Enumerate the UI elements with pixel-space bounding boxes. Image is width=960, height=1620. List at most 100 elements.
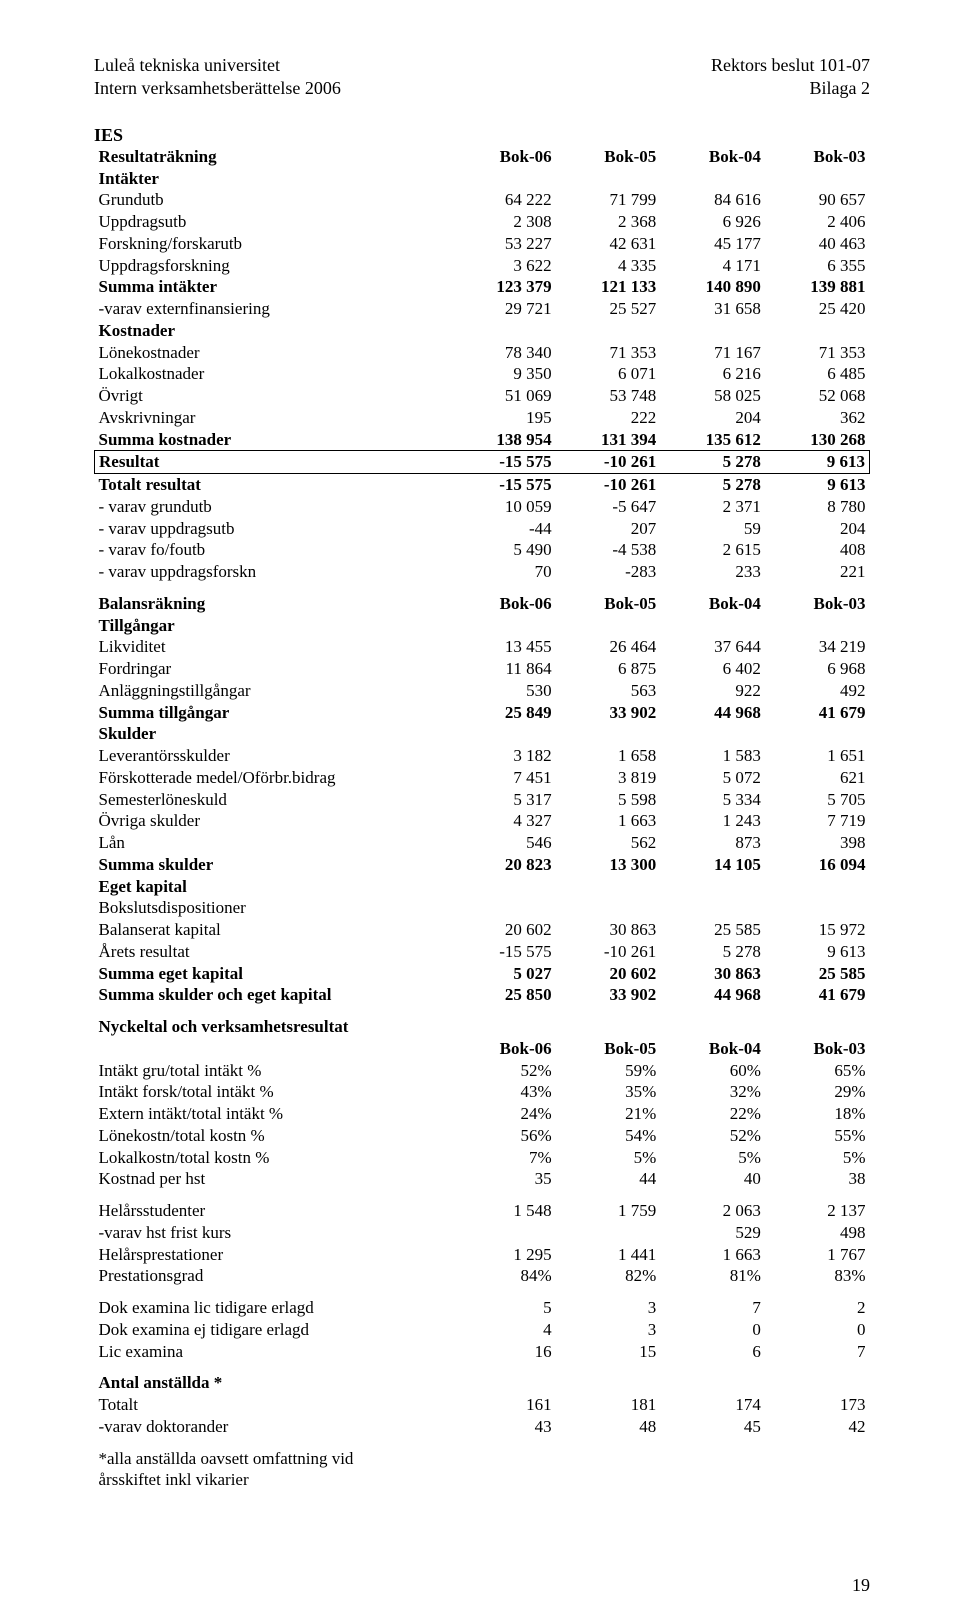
cell: 43% xyxy=(451,1081,556,1103)
cell: 2 137 xyxy=(765,1200,870,1222)
spacer xyxy=(95,1362,870,1372)
footnote-row: *alla anställda oavsett omfattning vid xyxy=(95,1448,870,1470)
table-row: Balanserat kapital20 60230 86325 58515 9… xyxy=(95,919,870,941)
cell: 9 613 xyxy=(765,474,870,496)
cell: 3 819 xyxy=(556,767,661,789)
cell: 204 xyxy=(660,407,765,429)
cell: 0 xyxy=(660,1319,765,1341)
page: Luleå tekniska universitet Rektors beslu… xyxy=(0,0,960,1620)
cell: 138 954 xyxy=(451,429,556,451)
cell: 9 613 xyxy=(765,451,870,474)
resultat-row: Resultat-15 575-10 2615 2789 613 xyxy=(95,451,870,474)
cell: 0 xyxy=(765,1319,870,1341)
cell: 529 xyxy=(660,1222,765,1244)
cell: 41 679 xyxy=(765,984,870,1006)
cell: 13 455 xyxy=(451,636,556,658)
cell: 5 490 xyxy=(451,539,556,561)
cell: 25 849 xyxy=(451,702,556,724)
cell: 140 890 xyxy=(660,276,765,298)
cell: 204 xyxy=(765,518,870,540)
row-label: - varav uppdragsforskn xyxy=(95,561,452,583)
header-left-2: Intern verksamhetsberättelse 2006 xyxy=(94,77,341,100)
cell: 52% xyxy=(451,1060,556,1082)
intakter-title: Intäkter xyxy=(95,168,452,190)
table-row: Fordringar11 8646 8756 4026 968 xyxy=(95,658,870,680)
cell: 83% xyxy=(765,1265,870,1287)
row-label: Eget kapital xyxy=(95,876,452,898)
summa-intakter: Summa intäkter123 379121 133140 890139 8… xyxy=(95,276,870,298)
cell: 131 394 xyxy=(556,429,661,451)
cell: 1 767 xyxy=(765,1244,870,1266)
cell: 5 xyxy=(451,1297,556,1319)
cell: 3 xyxy=(556,1297,661,1319)
row-label: Avskrivningar xyxy=(95,407,452,429)
cell: 84% xyxy=(451,1265,556,1287)
cell: 398 xyxy=(765,832,870,854)
cell: 5% xyxy=(660,1147,765,1169)
cell: 408 xyxy=(765,539,870,561)
cell: 40 463 xyxy=(765,233,870,255)
kostnader-header: Kostnader xyxy=(95,320,870,342)
cell: 37 644 xyxy=(660,636,765,658)
col-3: Bok-03 xyxy=(765,146,870,168)
row-label: Summa skulder xyxy=(95,854,452,876)
cell: 530 xyxy=(451,680,556,702)
table-row: Prestationsgrad84%82%81%83% xyxy=(95,1265,870,1287)
cell: 2 308 xyxy=(451,211,556,233)
table-row: Kostnad per hst35444038 xyxy=(95,1168,870,1190)
table-row: - varav fo/foutb5 490-4 5382 615408 xyxy=(95,539,870,561)
cell: 9 613 xyxy=(765,941,870,963)
cell: 4 xyxy=(451,1319,556,1341)
row-label: Övrigt xyxy=(95,385,452,407)
col-3: Bok-03 xyxy=(765,593,870,615)
cell: 51 069 xyxy=(451,385,556,407)
cell: 31 658 xyxy=(660,298,765,320)
cell: 492 xyxy=(765,680,870,702)
row-label: Summa skulder och eget kapital xyxy=(95,984,452,1006)
cell: 29% xyxy=(765,1081,870,1103)
row-label: Leverantörsskulder xyxy=(95,745,452,767)
cell: 60% xyxy=(660,1060,765,1082)
cell: 70 xyxy=(451,561,556,583)
row-label: Prestationsgrad xyxy=(95,1265,452,1287)
cell: 25 420 xyxy=(765,298,870,320)
anstallda-header: Antal anställda * xyxy=(95,1372,870,1394)
cell: 7 xyxy=(660,1297,765,1319)
page-header: Luleå tekniska universitet Rektors beslu… xyxy=(94,54,870,77)
row-label: Lic examina xyxy=(95,1341,452,1363)
cell: 20 602 xyxy=(451,919,556,941)
cell: 362 xyxy=(765,407,870,429)
row-label: Forskning/forskarutb xyxy=(95,233,452,255)
intakter-header: Intäkter xyxy=(95,168,870,190)
table-row: Lönekostnader78 34071 35371 16771 353 xyxy=(95,342,870,364)
cell: 5 598 xyxy=(556,789,661,811)
cell: -283 xyxy=(556,561,661,583)
footnote-1: *alla anställda oavsett omfattning vid xyxy=(95,1448,452,1470)
cell: -15 575 xyxy=(451,451,556,474)
cell: 5% xyxy=(765,1147,870,1169)
footnote-row: årsskiftet inkl vikarier xyxy=(95,1469,870,1491)
eget-header: Eget kapital xyxy=(95,876,870,898)
cell: 3 xyxy=(556,1319,661,1341)
row-label: Lån xyxy=(95,832,452,854)
cell: 1 243 xyxy=(660,810,765,832)
cell: 5 027 xyxy=(451,963,556,985)
cell: 90 657 xyxy=(765,189,870,211)
cell: 71 353 xyxy=(765,342,870,364)
nyckel-title-row: Nyckeltal och verksamhetsresultat xyxy=(95,1016,870,1038)
cell: 35 xyxy=(451,1168,556,1190)
cell: 30 863 xyxy=(660,963,765,985)
cell: 174 xyxy=(660,1394,765,1416)
col-1: Bok-05 xyxy=(556,593,661,615)
col-1: Bok-05 xyxy=(556,1038,661,1060)
row-label: Likviditet xyxy=(95,636,452,658)
cell: 20 823 xyxy=(451,854,556,876)
cell: 81% xyxy=(660,1265,765,1287)
table-row: Avskrivningar195222204362 xyxy=(95,407,870,429)
row-label: Summa tillgångar xyxy=(95,702,452,724)
cell: 1 295 xyxy=(451,1244,556,1266)
cell: 33 902 xyxy=(556,984,661,1006)
header-left-1: Luleå tekniska universitet xyxy=(94,54,280,77)
table-row: Totalt161181174173 xyxy=(95,1394,870,1416)
balans-title: Balansräkning xyxy=(95,593,452,615)
